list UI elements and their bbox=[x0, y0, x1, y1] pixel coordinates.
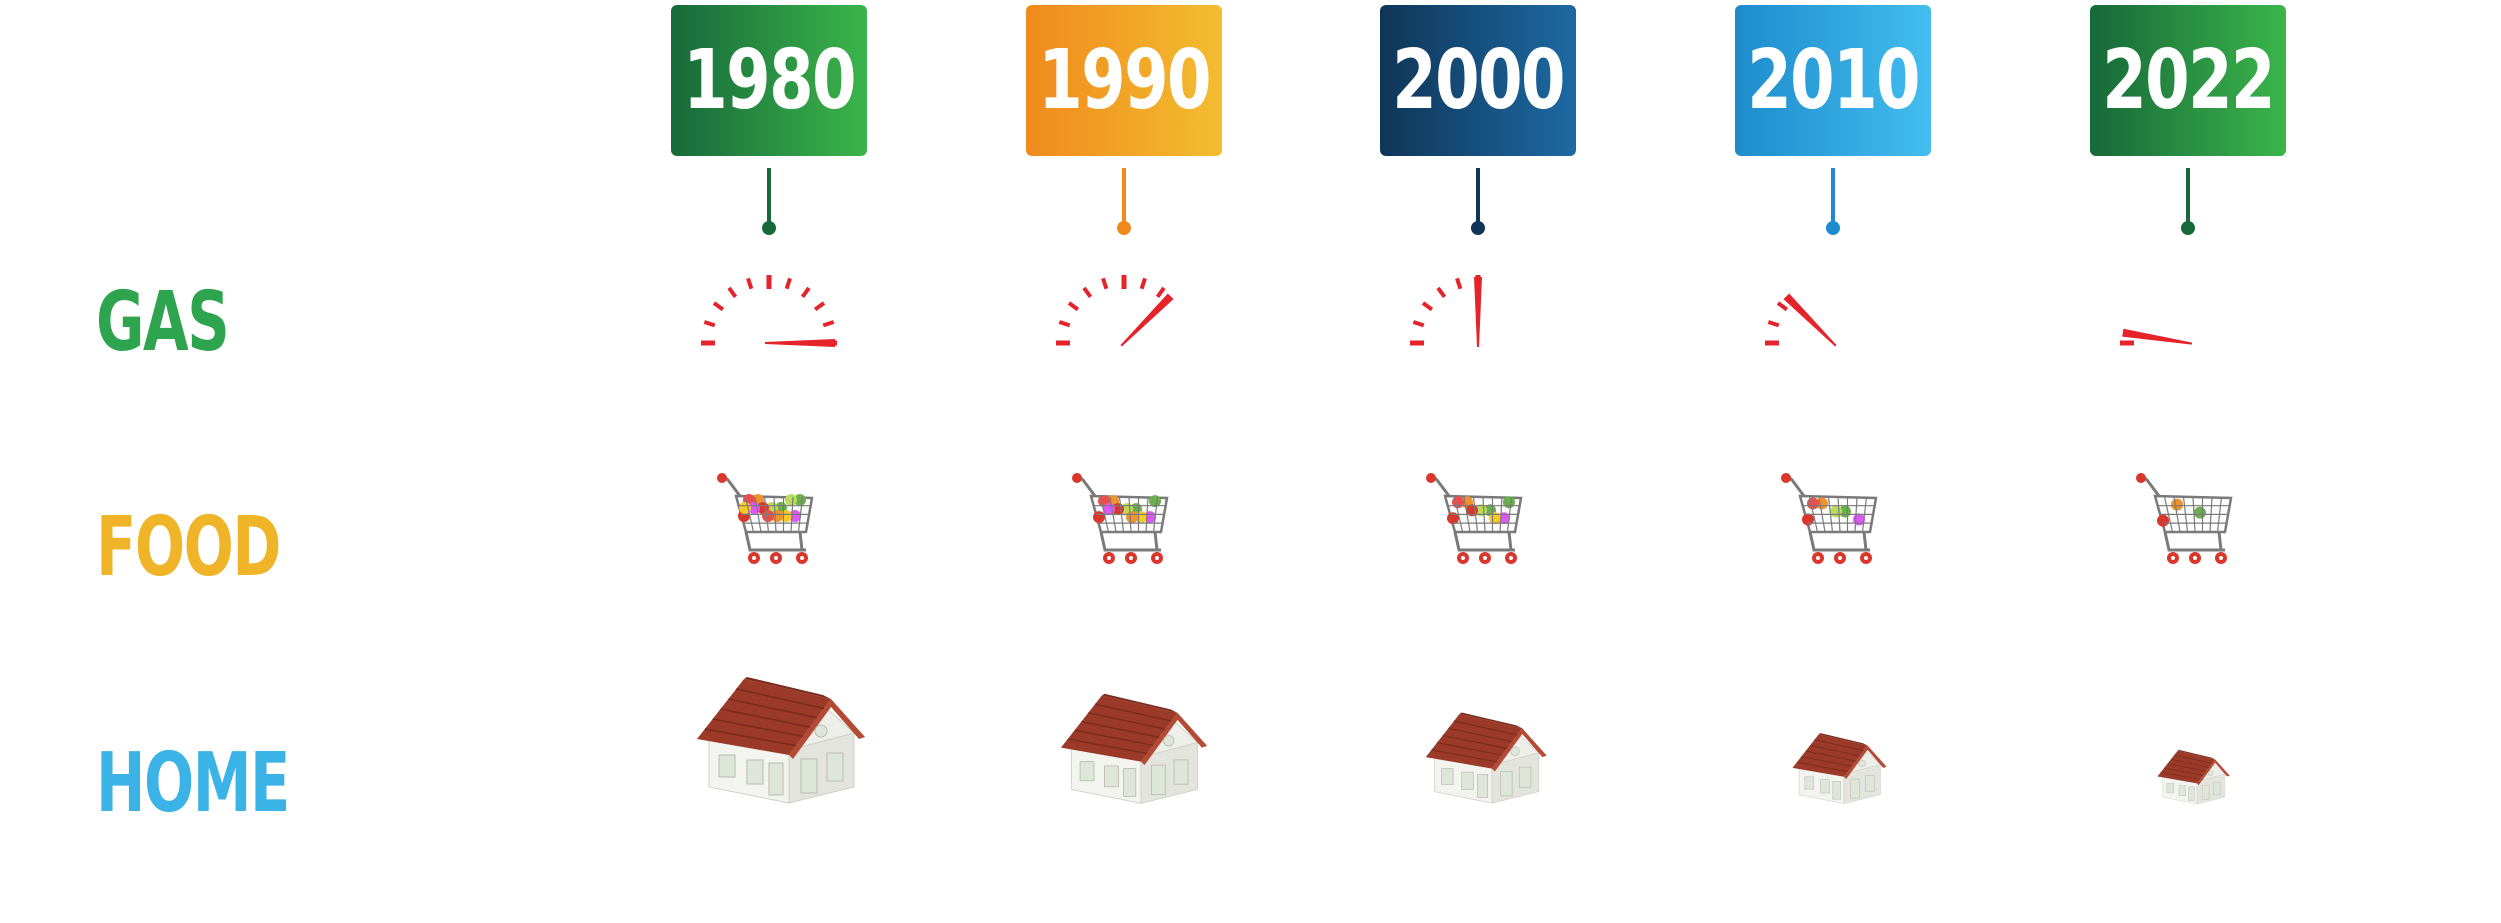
house-icon bbox=[2157, 749, 2230, 805]
year-marker-2022: 2022 bbox=[2090, 0, 2286, 240]
fuel-gauge-icon bbox=[2120, 328, 2193, 346]
year-marker-2000: 2000 bbox=[1380, 0, 1576, 240]
house-icon bbox=[697, 677, 865, 804]
shopping-cart-icon bbox=[1426, 473, 1523, 564]
connector-line bbox=[767, 168, 771, 230]
fuel-gauge-icon bbox=[1410, 275, 1482, 347]
connector-dot bbox=[762, 221, 776, 235]
year-label: 2000 bbox=[1392, 33, 1565, 128]
year-badge: 2022 bbox=[2090, 5, 2286, 156]
connector-dot bbox=[1117, 221, 1131, 235]
connector-dot bbox=[1471, 221, 1485, 235]
row-label-home: HOME bbox=[96, 736, 290, 831]
shopping-cart-icon bbox=[717, 473, 814, 564]
house-icon bbox=[1061, 693, 1208, 804]
house-icon bbox=[1792, 733, 1887, 805]
year-badge: 2000 bbox=[1380, 5, 1576, 156]
year-label: 2022 bbox=[2102, 33, 2275, 128]
year-badge: 1990 bbox=[1026, 5, 1222, 156]
shopping-cart-icon bbox=[2136, 473, 2233, 564]
year-label: 1990 bbox=[1038, 33, 1211, 128]
year-badge: 2010 bbox=[1735, 5, 1931, 156]
fuel-gauge-icon bbox=[1056, 275, 1174, 347]
connector-line bbox=[1831, 168, 1835, 230]
connector-dot bbox=[1826, 221, 1840, 235]
year-marker-1990: 1990 bbox=[1026, 0, 1222, 240]
year-marker-1980: 1980 bbox=[671, 0, 867, 240]
year-label: 2010 bbox=[1747, 33, 1920, 128]
connector-line bbox=[1476, 168, 1480, 230]
row-label-food: FOOD bbox=[96, 500, 281, 595]
connector-line bbox=[2186, 168, 2190, 230]
row-label-gas: GAS bbox=[96, 275, 230, 370]
house-icon bbox=[1426, 712, 1548, 805]
shopping-cart-icon bbox=[1072, 473, 1169, 564]
year-marker-2010: 2010 bbox=[1735, 0, 1931, 240]
connector-dot bbox=[2181, 221, 2195, 235]
fuel-gauge-icon bbox=[1765, 293, 1837, 347]
connector-line bbox=[1122, 168, 1126, 230]
fuel-gauge-icon bbox=[701, 275, 837, 347]
year-badge: 1980 bbox=[671, 5, 867, 156]
shopping-cart-icon bbox=[1781, 473, 1878, 564]
year-label: 1980 bbox=[683, 33, 856, 128]
